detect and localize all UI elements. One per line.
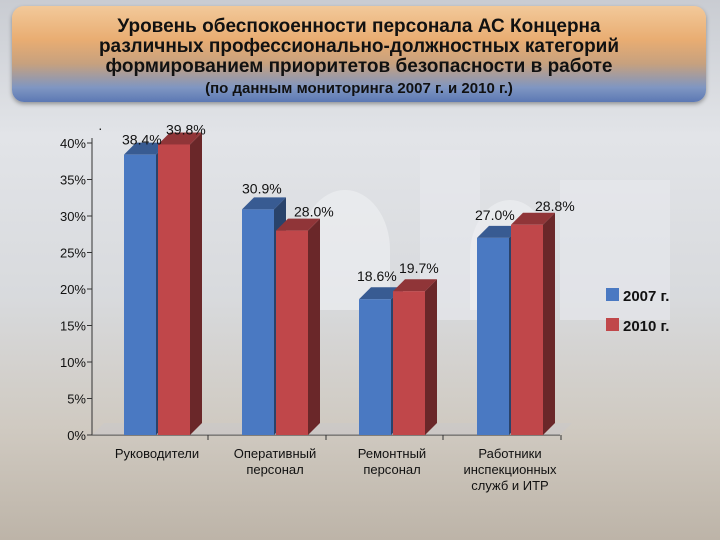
y-tick-label: 30% xyxy=(60,209,86,224)
chart-labels: 38.4%39.8% Руководители 30.9% 28.0% Оператив… xyxy=(115,121,575,493)
bar-top xyxy=(124,142,168,155)
legend-swatch-2010 xyxy=(606,318,619,331)
title-line-1: Уровень обеспокоенности персонала АС Кон… xyxy=(117,16,601,37)
bar-side xyxy=(425,279,437,435)
data-label: 38.4% xyxy=(122,132,162,148)
bar-2007 xyxy=(477,237,509,435)
data-label: 19.7% xyxy=(399,260,439,276)
y-tick-label: 20% xyxy=(60,282,86,297)
stray-dot: · xyxy=(98,120,103,136)
bar-2007 xyxy=(359,299,391,435)
bar-side xyxy=(308,218,320,435)
chart-axes: 0% 5% 10% 15% 20% 25% 30% 35% 40% xyxy=(60,136,572,443)
y-tick-label: 15% xyxy=(60,319,86,334)
x-category-label: Работники xyxy=(478,446,541,461)
legend-label: 2010 г. xyxy=(623,318,669,335)
x-category-label: персонал xyxy=(363,462,420,477)
bar-2007 xyxy=(242,209,274,435)
bar-2010 xyxy=(511,224,543,435)
x-category-label: служб и ИТР xyxy=(471,478,548,493)
bar-side xyxy=(543,212,555,435)
x-category-label: Руководители xyxy=(115,446,199,461)
legend-swatch-2007 xyxy=(606,288,619,301)
y-tick-label: 0% xyxy=(67,428,86,443)
legend-label: 2007 г. xyxy=(623,288,669,305)
bar-top xyxy=(511,212,555,225)
data-label: 39.8% xyxy=(166,121,206,137)
x-category-label: инспекционных xyxy=(463,462,557,477)
bar-2010 xyxy=(158,144,190,435)
bar-side xyxy=(190,132,202,435)
title-line-3: формированием приоритетов безопасности в… xyxy=(105,56,613,77)
title-line-2: различных профессионально-должностных ка… xyxy=(98,36,620,57)
data-label: 18.6% xyxy=(357,268,397,284)
y-tick-label: 25% xyxy=(60,246,86,261)
data-label: 28.0% xyxy=(294,204,334,220)
chart-legend: 2007 г. 2010 г. xyxy=(606,288,669,335)
bar-top xyxy=(477,225,521,238)
title-banner xyxy=(12,6,706,102)
bar-2007 xyxy=(124,154,156,435)
x-category-label: Ремонтный xyxy=(358,446,426,461)
bar-top xyxy=(359,287,403,300)
data-label: 27.0% xyxy=(475,207,515,223)
bar-top xyxy=(158,132,202,145)
chart-subtitle: (по данным мониторинга 2007 г. и 2010 г.… xyxy=(205,80,513,97)
data-label: 30.9% xyxy=(242,180,282,196)
y-tick-label: 10% xyxy=(60,355,86,370)
y-tick-label: 35% xyxy=(60,173,86,188)
bar-top xyxy=(393,279,437,292)
bar-2010 xyxy=(276,230,308,435)
y-tick-label: 40% xyxy=(60,136,86,151)
y-tick-label: 5% xyxy=(67,392,86,407)
bar-top xyxy=(242,197,286,210)
data-label: 28.8% xyxy=(535,198,575,214)
x-category-label: персонал xyxy=(246,462,303,477)
chart-bars xyxy=(124,132,555,435)
bar-2010 xyxy=(393,291,425,435)
x-category-label: Оперативный xyxy=(234,446,316,461)
bar-top xyxy=(276,218,320,231)
chart-floor xyxy=(92,423,572,435)
